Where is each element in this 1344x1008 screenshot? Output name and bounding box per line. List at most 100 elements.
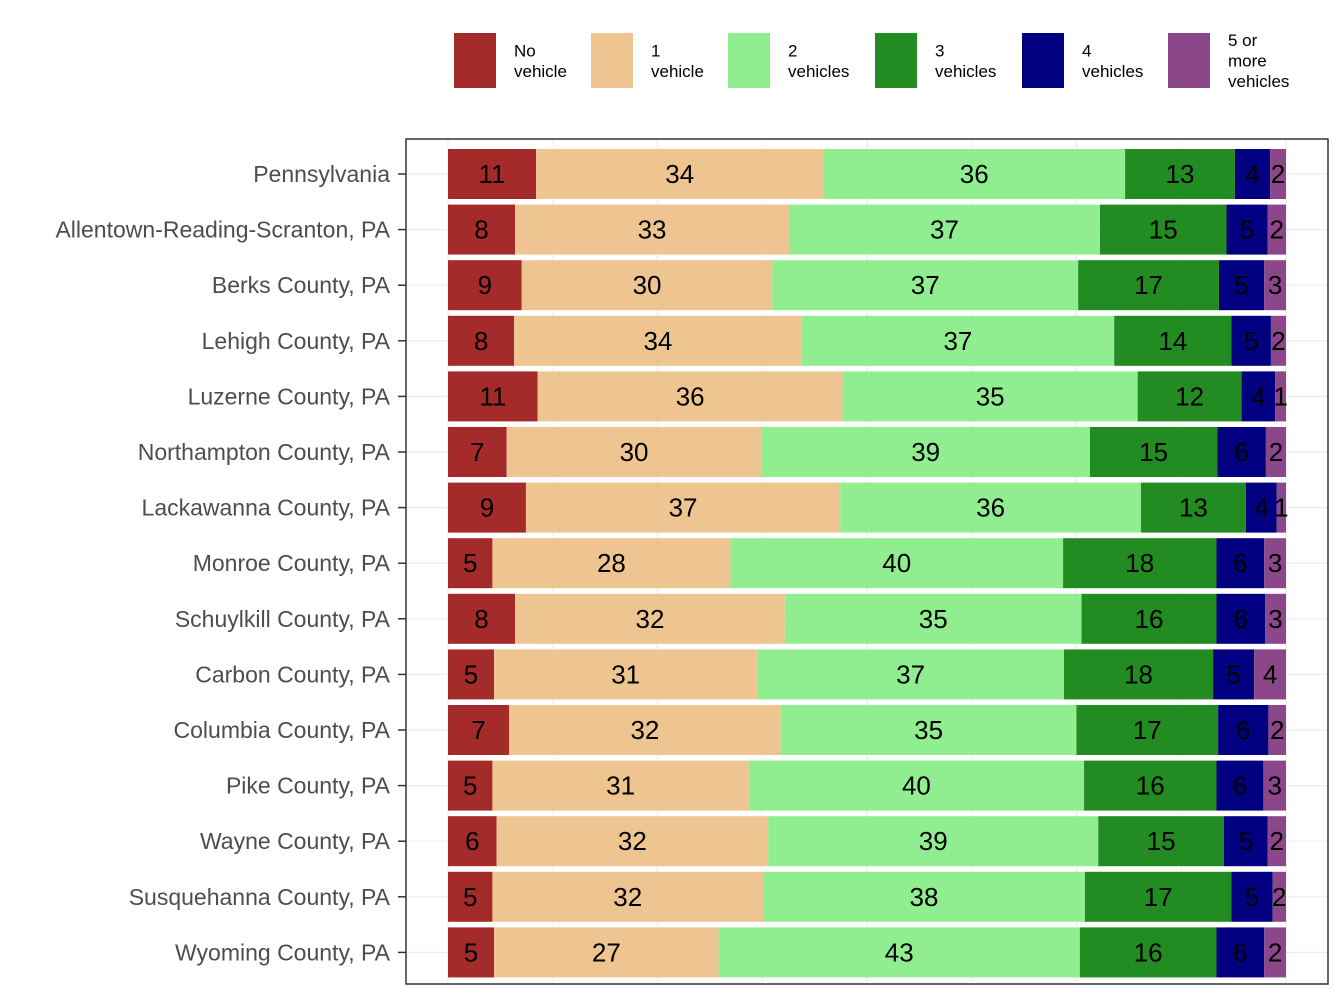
- bar-segment: [448, 482, 526, 533]
- y-tick-label: Lackawanna County, PA: [142, 495, 391, 521]
- bar-segment: [496, 816, 769, 867]
- bar-segment: [448, 705, 510, 755]
- bar-value-label: 5: [1244, 326, 1258, 356]
- bar-value-label: 30: [620, 437, 649, 467]
- bar-value-label: 31: [611, 659, 640, 689]
- bar-value-label: 13: [1166, 159, 1195, 189]
- bar-value-label: 5: [1239, 826, 1253, 856]
- legend-label: 1: [651, 41, 660, 60]
- bar-segment: [1216, 593, 1266, 644]
- legend-label: vehicles: [1082, 62, 1143, 81]
- bar-value-label: 2: [1272, 882, 1286, 912]
- bar-segment: [515, 204, 790, 255]
- legend: No vehicle 1 vehicle 2 vehicles 3 vehicles 4 vehi…: [454, 31, 1289, 91]
- bar-segment: [494, 927, 719, 978]
- bar-segment: [448, 260, 522, 311]
- bar-value-label: 8: [474, 326, 488, 356]
- bar-value-label: 7: [471, 715, 485, 745]
- bar-value-label: 5: [463, 882, 477, 912]
- bar-value-label: 37: [896, 659, 925, 689]
- legend-label: 2: [788, 41, 797, 60]
- legend-key: [1022, 33, 1064, 88]
- bar-segment: [1217, 427, 1266, 477]
- bar-segment: [840, 482, 1142, 533]
- bar-value-label: 30: [633, 270, 662, 300]
- bar-value-label: 6: [465, 826, 479, 856]
- legend-label: 5 or: [1228, 31, 1258, 50]
- bar-segment: [748, 760, 1085, 811]
- bar-value-label: 5: [1226, 659, 1240, 689]
- bar-segment: [448, 538, 493, 589]
- bar-value-label: 16: [1136, 771, 1165, 801]
- y-tick-label: Allentown-Reading-Scranton, PA: [55, 217, 390, 243]
- bar-value-label: 15: [1139, 437, 1168, 467]
- bar-value-label: 4: [1245, 159, 1259, 189]
- y-tick-label: Lehigh County, PA: [202, 328, 391, 354]
- bar-segment: [525, 482, 841, 533]
- bar-segment: [1264, 538, 1286, 589]
- legend-label: vehicles: [935, 62, 996, 81]
- bar-segment: [1268, 705, 1286, 755]
- bar-segment: [1276, 482, 1286, 533]
- bar-value-label: 4: [1263, 659, 1277, 689]
- bar-segment: [1272, 871, 1286, 922]
- bar-value-label: 35: [914, 715, 943, 745]
- bar-value-label: 32: [635, 604, 664, 634]
- bar-value-label: 2: [1269, 437, 1283, 467]
- bar-segment: [1264, 927, 1286, 978]
- bar-value-label: 5: [464, 937, 478, 967]
- bar-value-label: 5: [463, 548, 477, 578]
- y-tick-label: Wayne County, PA: [200, 828, 391, 854]
- bar-value-label: 5: [464, 659, 478, 689]
- bar-value-label: 2: [1271, 159, 1285, 189]
- bar-value-label: 35: [976, 381, 1005, 411]
- bar-value-label: 33: [638, 215, 667, 245]
- bar-value-label: 3: [1268, 604, 1282, 634]
- bar-segment: [448, 871, 493, 922]
- y-tick-label: Schuylkill County, PA: [175, 606, 391, 632]
- bar-value-label: 12: [1175, 381, 1204, 411]
- bar-value-label: 37: [943, 326, 972, 356]
- y-tick-label: Berks County, PA: [212, 272, 391, 298]
- bar-value-label: 6: [1233, 548, 1247, 578]
- bar-segment: [1270, 315, 1286, 366]
- bar-value-label: 15: [1149, 215, 1178, 245]
- bar-value-label: 3: [1268, 270, 1282, 300]
- bar-value-label: 18: [1124, 659, 1153, 689]
- bar-value-label: 2: [1270, 215, 1284, 245]
- bar-segment: [789, 204, 1100, 255]
- legend-key: [591, 33, 633, 88]
- bar-segment: [1265, 593, 1286, 644]
- bar-segment: [537, 371, 843, 422]
- bar-segment: [448, 816, 497, 867]
- bar-value-label: 16: [1135, 604, 1164, 634]
- legend-label: vehicles: [788, 62, 849, 81]
- bar-value-label: 16: [1134, 937, 1163, 967]
- bar-segment: [772, 260, 1079, 311]
- bar-segment: [1226, 204, 1268, 255]
- bar-segment: [1265, 427, 1286, 477]
- bar-segment: [514, 315, 802, 366]
- bar-segment: [448, 371, 538, 422]
- bar-value-label: 11: [478, 159, 505, 189]
- bar-segment: [757, 649, 1064, 700]
- bar-value-label: 15: [1147, 826, 1176, 856]
- bar-segment: [494, 649, 758, 700]
- bar-value-label: 36: [976, 493, 1005, 523]
- y-tick-label: Pennsylvania: [253, 161, 390, 187]
- bar-segment: [448, 149, 536, 199]
- bar-segment: [448, 927, 495, 978]
- bar-value-label: 14: [1158, 326, 1187, 356]
- bar-segment: [1245, 482, 1277, 533]
- bar-segment: [780, 705, 1077, 755]
- bar-segment: [506, 427, 762, 477]
- bar-segment: [823, 149, 1126, 199]
- bar-value-label: 11: [479, 381, 506, 411]
- y-tick-label: Susquehanna County, PA: [129, 884, 391, 910]
- bar-segment: [448, 593, 516, 644]
- bar-value-label: 13: [1179, 493, 1208, 523]
- bar-value-label: 32: [630, 715, 659, 745]
- bar-value-label: 17: [1134, 270, 1163, 300]
- bar-segment: [509, 705, 781, 755]
- bar-segment: [1076, 705, 1219, 755]
